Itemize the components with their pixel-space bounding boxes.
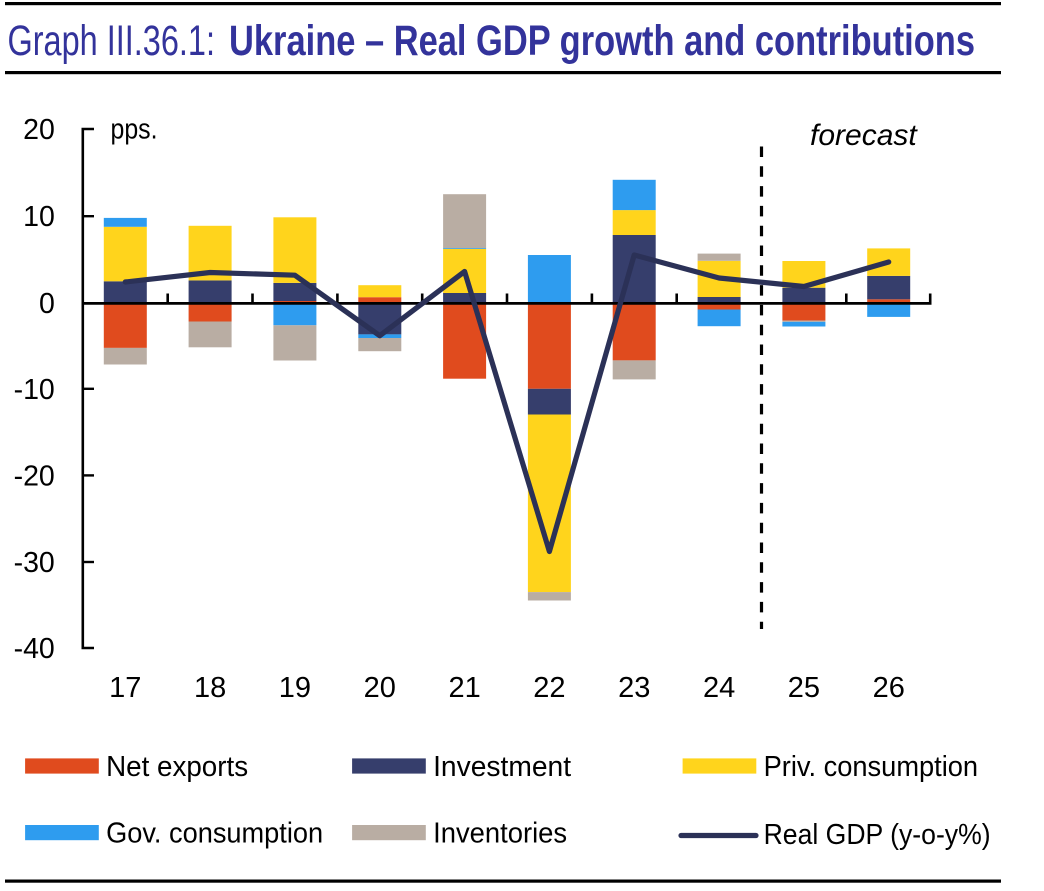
svg-text:-30: -30 <box>14 547 55 579</box>
svg-text:17: 17 <box>109 672 141 704</box>
svg-text:forecast: forecast <box>810 119 918 152</box>
svg-text:pps.: pps. <box>111 114 158 146</box>
svg-text:0: 0 <box>39 288 55 320</box>
svg-text:-20: -20 <box>14 460 55 492</box>
svg-text:20: 20 <box>23 114 55 146</box>
svg-text:24: 24 <box>703 672 735 704</box>
svg-text:19: 19 <box>279 672 311 704</box>
svg-text:Graph III.36.1:Ukraine – Real: Graph III.36.1: Ukraine – Real GDP growth… <box>8 18 976 65</box>
svg-text:-10: -10 <box>14 374 55 406</box>
svg-text:Investment: Investment <box>433 751 571 783</box>
svg-text:10: 10 <box>23 201 55 233</box>
svg-text:23: 23 <box>618 672 650 704</box>
svg-text:Priv. consumption: Priv. consumption <box>764 751 979 783</box>
svg-text:Inventories: Inventories <box>433 818 567 850</box>
svg-text:25: 25 <box>788 672 820 704</box>
svg-text:Real GDP (y-o-y%): Real GDP (y-o-y%) <box>764 819 991 851</box>
svg-text:Gov. consumption: Gov. consumption <box>106 818 323 850</box>
svg-text:21: 21 <box>448 672 480 704</box>
svg-text:20: 20 <box>364 672 396 704</box>
svg-text:18: 18 <box>194 672 226 704</box>
svg-text:-40: -40 <box>14 633 55 665</box>
svg-text:26: 26 <box>873 672 905 704</box>
svg-text:22: 22 <box>533 672 565 704</box>
svg-text:Net exports: Net exports <box>106 751 248 783</box>
